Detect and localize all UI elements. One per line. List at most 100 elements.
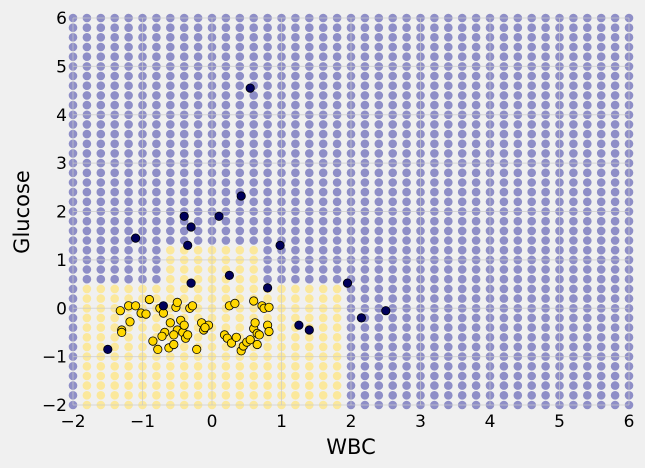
- background-grid-dot: [179, 149, 189, 158]
- background-grid-dot: [541, 371, 550, 381]
- class-0-point: [144, 294, 154, 305]
- background-grid-dot: [179, 81, 189, 90]
- background-grid-dot: [527, 236, 536, 245]
- background-grid-dot: [305, 197, 314, 207]
- background-grid-dot: [249, 120, 258, 129]
- background-grid-dot: [152, 33, 161, 42]
- background-grid-dot: [596, 265, 606, 274]
- background-grid-dot: [110, 81, 119, 90]
- background-grid-dot: [263, 33, 272, 42]
- background-grid-dot: [318, 333, 328, 342]
- background-grid-dot: [263, 362, 272, 371]
- background-grid-dot: [96, 139, 106, 149]
- background-grid-dot: [82, 168, 92, 178]
- background-grid-dot: [430, 81, 439, 90]
- background-grid-dot: [444, 294, 453, 303]
- background-grid-dot: [541, 226, 550, 236]
- background-grid-dot: [291, 371, 300, 381]
- background-grid-dot: [360, 294, 370, 303]
- background-grid-dot: [513, 236, 523, 245]
- background-grid-dot: [179, 342, 189, 352]
- background-grid-dot: [457, 139, 467, 149]
- background-grid-dot: [457, 71, 467, 81]
- background-grid-dot: [305, 333, 314, 342]
- background-grid-dot: [124, 236, 133, 245]
- background-grid-dot: [527, 265, 536, 274]
- background-grid-dot: [569, 391, 578, 400]
- background-grid-dot: [360, 391, 370, 400]
- background-grid-dot: [569, 323, 578, 332]
- background-grid-dot: [221, 71, 231, 81]
- background-grid-dot: [583, 381, 592, 390]
- background-grid-dot: [499, 168, 509, 178]
- background-grid-dot: [444, 91, 453, 100]
- background-grid-dot: [430, 371, 439, 381]
- background-grid-dot: [583, 371, 592, 381]
- background-grid-dot: [291, 391, 300, 400]
- background-grid-dot: [221, 23, 231, 32]
- background-grid-dot: [388, 245, 398, 255]
- background-grid-dot: [596, 81, 606, 90]
- background-grid-dot: [569, 245, 578, 255]
- background-grid-dot: [96, 236, 106, 245]
- background-grid-dot: [96, 129, 106, 139]
- background-grid-dot: [402, 52, 411, 61]
- background-grid-dot: [444, 139, 453, 149]
- background-grid-dot: [596, 71, 606, 81]
- background-grid-dot: [471, 168, 481, 178]
- background-grid-dot: [569, 100, 578, 110]
- background-grid-dot: [402, 216, 411, 226]
- background-grid-dot: [374, 294, 384, 303]
- background-grid-dot: [221, 323, 231, 332]
- background-grid-dot: [360, 139, 370, 149]
- background-grid-dot: [402, 313, 411, 323]
- decision-region-grid: [68, 13, 634, 410]
- background-grid-dot: [527, 323, 536, 332]
- background-grid-dot: [541, 362, 550, 371]
- background-grid-dot: [430, 274, 439, 284]
- background-grid-dot: [360, 91, 370, 100]
- background-grid-dot: [110, 284, 119, 294]
- background-grid-dot: [332, 245, 342, 255]
- background-grid-dot: [402, 381, 411, 390]
- background-grid-dot: [332, 91, 342, 100]
- background-grid-dot: [110, 178, 119, 187]
- background-grid-dot: [471, 274, 481, 284]
- background-grid-dot: [374, 391, 384, 400]
- x-tick-label: 5: [554, 412, 565, 432]
- background-grid-dot: [541, 284, 550, 294]
- background-grid-dot: [82, 42, 92, 52]
- background-grid-dot: [596, 381, 606, 390]
- background-grid-dot: [96, 23, 106, 32]
- background-grid-dot: [82, 342, 92, 352]
- background-grid-dot: [263, 168, 272, 178]
- background-grid-dot: [569, 381, 578, 390]
- background-grid-dot: [513, 100, 523, 110]
- background-grid-dot: [569, 52, 578, 61]
- background-grid-dot: [430, 236, 439, 245]
- background-grid-dot: [152, 81, 161, 90]
- background-grid-dot: [332, 362, 342, 371]
- background-grid-dot: [291, 139, 300, 149]
- background-grid-dot: [221, 100, 231, 110]
- background-grid-dot: [82, 245, 92, 255]
- background-grid-dot: [166, 381, 175, 390]
- background-grid-dot: [249, 197, 258, 207]
- background-grid-dot: [179, 71, 189, 81]
- background-grid-dot: [402, 265, 411, 274]
- background-grid-dot: [110, 226, 119, 236]
- background-grid-dot: [152, 197, 161, 207]
- background-grid-dot: [583, 226, 592, 236]
- background-grid-dot: [82, 333, 92, 342]
- background-grid-dot: [193, 226, 203, 236]
- background-grid-dot: [332, 333, 342, 342]
- background-grid-dot: [402, 81, 411, 90]
- background-grid-dot: [263, 274, 272, 284]
- background-grid-dot: [457, 187, 467, 197]
- background-grid-dot: [96, 52, 106, 61]
- background-grid-dot: [193, 197, 203, 207]
- background-grid-dot: [513, 178, 523, 187]
- background-grid-dot: [430, 284, 439, 294]
- background-grid-dot: [332, 226, 342, 236]
- class-0-point: [250, 318, 260, 328]
